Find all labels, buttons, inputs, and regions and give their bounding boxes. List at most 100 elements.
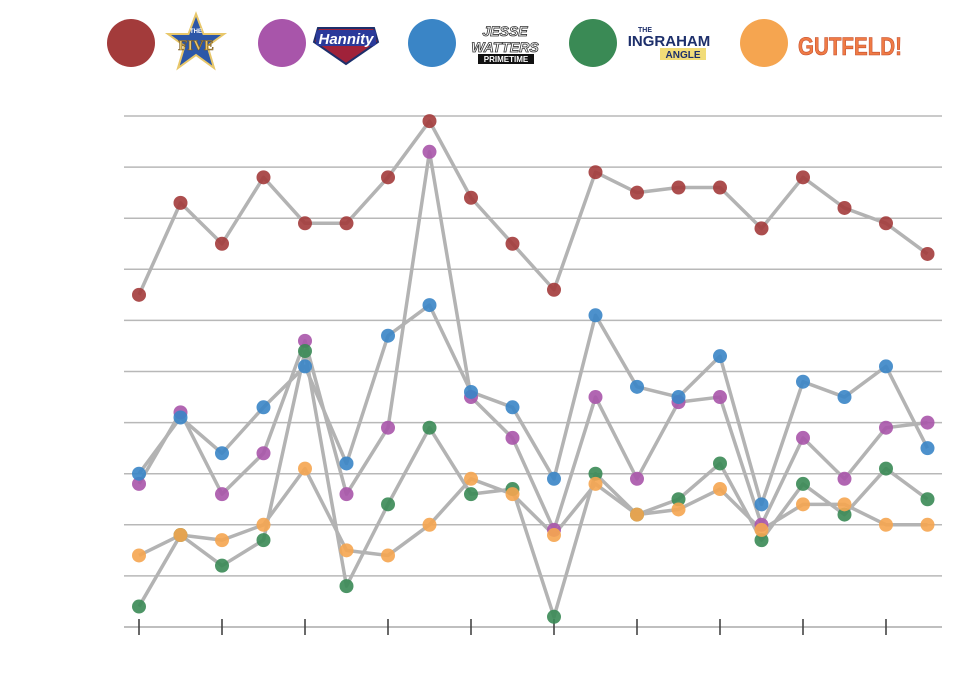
ingraham-logo-small: THE xyxy=(638,27,652,34)
data-point-jesse-watters-primetime xyxy=(381,328,395,343)
series-line-hannity xyxy=(137,150,928,532)
data-point-the-five xyxy=(713,180,727,195)
legend-item-hannity: Hannity xyxy=(258,19,380,67)
the-five-logo-text: FIVE xyxy=(178,38,214,54)
data-point-the-five xyxy=(464,190,478,205)
data-point-jesse-watters-primetime xyxy=(215,446,229,461)
data-point-hannity xyxy=(588,390,603,405)
legend-swatch-gutfeld xyxy=(740,19,788,67)
data-point-the-five xyxy=(215,236,229,251)
data-point-gutfeld xyxy=(132,548,146,563)
data-point-gutfeld xyxy=(920,517,935,532)
data-point-the-five xyxy=(132,287,146,302)
data-point-the-five xyxy=(754,221,769,236)
data-point-the-five xyxy=(837,200,852,215)
data-point-hannity xyxy=(256,446,271,461)
data-point-hannity xyxy=(339,487,354,502)
data-point-jesse-watters-primetime xyxy=(796,374,810,389)
data-point-jesse-watters-primetime xyxy=(256,400,271,415)
data-point-jesse-watters-primetime xyxy=(464,384,478,399)
legend-swatch-hannity xyxy=(258,19,306,67)
legend-swatch-watters xyxy=(408,19,456,67)
hannity-logo: Hannity xyxy=(312,27,380,66)
data-point-gutfeld xyxy=(547,528,561,543)
data-point-hannity xyxy=(713,390,727,405)
data-point-jesse-watters-primetime xyxy=(505,400,520,415)
data-point-jesse-watters-primetime xyxy=(173,410,188,425)
data-point-jesse-watters-primetime xyxy=(298,359,312,374)
data-point-the-five xyxy=(298,216,312,231)
ingraham-logo-sub: ANGLE xyxy=(666,50,701,61)
data-point-gutfeld xyxy=(754,522,769,537)
legend-item-watters: JESSE WATTERS PRIMETIME xyxy=(408,19,540,67)
data-point-the-ingraham-angle xyxy=(796,476,810,491)
data-point-gutfeld xyxy=(298,461,312,476)
data-point-hannity xyxy=(920,415,935,430)
data-point-hannity xyxy=(879,420,893,435)
data-point-the-ingraham-angle xyxy=(547,609,561,624)
watters-logo-line3: PRIMETIME xyxy=(484,55,529,64)
legend-item-gutfeld: GUTFELD! xyxy=(740,19,902,67)
data-point-gutfeld xyxy=(215,533,229,548)
data-point-the-five xyxy=(588,165,603,180)
watters-logo-line2: WATTERS xyxy=(471,39,539,55)
series-line-jesse-watters-primetime xyxy=(137,303,930,507)
watters-logo: JESSE WATTERS PRIMETIME xyxy=(471,23,540,64)
hannity-logo-text: Hannity xyxy=(318,31,374,48)
grid xyxy=(124,115,942,577)
series-line-the-five xyxy=(137,119,929,296)
data-point-jesse-watters-primetime xyxy=(132,466,146,481)
data-point-the-ingraham-angle xyxy=(381,497,395,512)
data-point-the-five xyxy=(630,185,644,200)
data-point-the-ingraham-angle xyxy=(464,487,478,502)
data-point-the-ingraham-angle xyxy=(879,461,893,476)
data-point-jesse-watters-primetime xyxy=(630,379,644,394)
data-point-the-five xyxy=(173,195,188,210)
series-line-the-ingraham-angle xyxy=(137,349,929,619)
data-point-the-five xyxy=(381,170,395,185)
data-point-the-ingraham-angle xyxy=(837,507,852,522)
gutfeld-logo-text: GUTFELD! xyxy=(798,33,902,61)
data-point-gutfeld xyxy=(464,471,478,486)
data-point-the-five xyxy=(339,216,354,231)
data-point-the-five xyxy=(879,216,893,231)
data-point-jesse-watters-primetime xyxy=(547,471,561,486)
data-point-the-ingraham-angle xyxy=(339,579,354,594)
legend-item-the-five: THE FIVE xyxy=(107,11,228,71)
data-point-gutfeld xyxy=(879,517,893,532)
legend-item-ingraham: THE INGRAHAM ANGLE xyxy=(569,19,710,67)
data-point-gutfeld xyxy=(837,497,852,512)
data-point-jesse-watters-primetime xyxy=(422,298,437,313)
data-point-jesse-watters-primetime xyxy=(837,390,852,405)
data-point-gutfeld xyxy=(173,528,188,543)
data-point-hannity xyxy=(215,487,229,502)
data-point-hannity xyxy=(132,476,146,491)
data-point-hannity xyxy=(796,430,810,445)
data-point-the-ingraham-angle xyxy=(713,456,727,471)
data-point-gutfeld xyxy=(381,548,395,563)
data-point-jesse-watters-primetime xyxy=(754,497,769,512)
data-point-jesse-watters-primetime xyxy=(879,359,893,374)
gutfeld-logo: GUTFELD! xyxy=(798,33,903,62)
data-point-the-ingraham-angle xyxy=(588,466,603,481)
data-point-jesse-watters-primetime xyxy=(713,349,727,364)
data-point-gutfeld xyxy=(505,487,520,502)
data-point-jesse-watters-primetime xyxy=(671,390,686,405)
data-point-hannity xyxy=(422,144,437,159)
data-point-the-ingraham-angle xyxy=(256,533,271,548)
data-point-the-ingraham-angle xyxy=(422,420,437,435)
data-point-jesse-watters-primetime xyxy=(588,308,603,323)
data-point-hannity xyxy=(381,420,395,435)
data-point-the-five xyxy=(422,114,437,129)
data-point-gutfeld xyxy=(339,543,354,558)
star-icon xyxy=(164,11,228,71)
data-point-the-five xyxy=(547,282,561,297)
data-point-gutfeld xyxy=(588,476,603,491)
data-point-the-five xyxy=(796,170,810,185)
ingraham-logo-text: INGRAHAM xyxy=(628,33,711,50)
the-five-logo: THE FIVE xyxy=(164,11,228,71)
data-point-gutfeld xyxy=(422,517,437,532)
legend-swatch-ingraham xyxy=(569,19,617,67)
series-points xyxy=(132,114,935,624)
